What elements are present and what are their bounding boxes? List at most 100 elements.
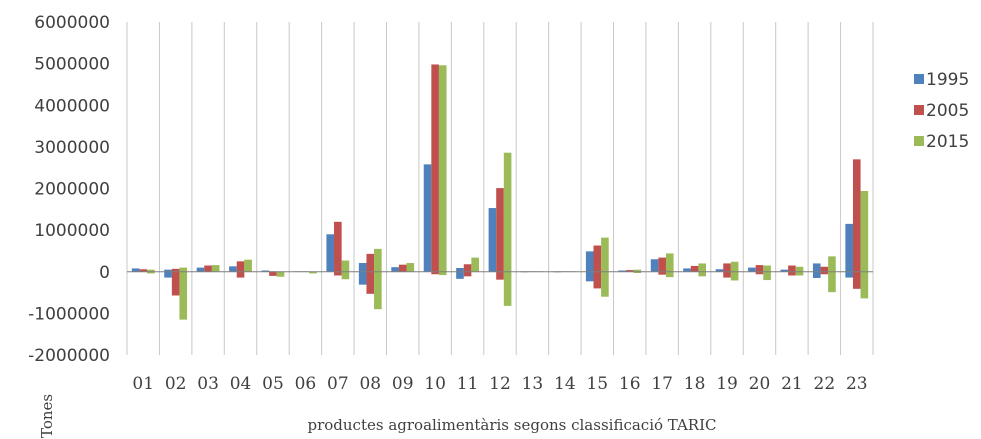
bar-1995-21: [780, 269, 789, 272]
bar-2005-19: [723, 263, 731, 272]
bar-2015-17: [665, 253, 674, 272]
bar-1995-19: [715, 269, 724, 272]
bar-2015-10-negative: [438, 271, 447, 276]
bar-2015-23-negative: [860, 271, 869, 299]
bar-2005-12-negative: [496, 271, 504, 280]
bar-2015-10: [438, 65, 447, 272]
y-tick-label: 2000000: [34, 180, 110, 200]
x-tick-label: 18: [684, 374, 706, 394]
x-tick-label: 09: [392, 374, 414, 394]
bar-1995-18: [683, 268, 691, 272]
bar-2005-10: [431, 64, 439, 272]
bar-1995-08-negative: [358, 271, 367, 285]
bar-2015-07: [341, 260, 350, 272]
bar-2005-07-negative: [334, 271, 342, 276]
x-tick-label: 08: [359, 374, 381, 394]
bar-1995-16: [618, 270, 626, 272]
bar-2015-12-negative: [503, 271, 512, 306]
x-tick-label: 22: [814, 374, 836, 394]
bar-2005-15: [593, 245, 602, 272]
y-tick-label: 6000000: [34, 13, 110, 33]
bar-2015-19-negative: [730, 271, 739, 281]
bar-2015-02-negative: [179, 271, 188, 320]
legend-label-2015: 2015: [926, 132, 969, 152]
bar-2015-23: [860, 191, 869, 272]
x-tick-label: 01: [132, 374, 154, 394]
bar-1995-12: [488, 208, 497, 272]
bar-2005-01: [139, 269, 148, 272]
bar-2015-15: [601, 237, 609, 272]
bar-1995-08: [358, 263, 367, 272]
x-axis-title: productes agroalimentàris segons classif…: [307, 416, 716, 434]
vertical-gridlines: [126, 22, 874, 355]
bar-2015-21: [795, 266, 804, 272]
x-tick-label: 14: [554, 374, 576, 394]
legend-swatch-2005: [914, 105, 924, 115]
bar-2005-17-negative: [658, 271, 666, 275]
bar-2005-22-negative: [820, 271, 829, 275]
y-tick-label: -2000000: [28, 346, 110, 366]
bar-2005-11: [463, 264, 472, 272]
x-tick-label: 06: [295, 374, 317, 394]
bar-2005-16: [625, 270, 634, 272]
legend-label-1995: 1995: [926, 70, 969, 90]
bar-2015-20: [763, 265, 771, 272]
bar-2015-17-negative: [665, 271, 674, 278]
bar-2015-16: [633, 269, 642, 272]
bar-2005-12: [496, 188, 504, 272]
bar-2005-07: [334, 221, 342, 272]
bar-1995-22-negative: [812, 271, 821, 278]
bar-2005-23: [852, 159, 861, 272]
x-tick-label: 04: [230, 374, 252, 394]
x-tick-label: 10: [424, 374, 446, 394]
x-tick-label: 16: [619, 374, 641, 394]
x-tick-label: 05: [262, 374, 284, 394]
bar-1995-20: [748, 267, 756, 272]
bar-2005-08-negative: [366, 271, 375, 294]
x-tick-label: 15: [586, 374, 608, 394]
bar-1995-11-negative: [456, 271, 464, 279]
y-tick-label: 0: [99, 263, 110, 283]
bar-2005-04: [236, 261, 245, 272]
bar-2005-20: [755, 265, 764, 272]
bar-2015-04: [244, 259, 252, 272]
bar-1995-17: [650, 259, 659, 272]
x-tick-label: 17: [651, 374, 673, 394]
bar-2015-08-negative: [374, 271, 382, 310]
bar-1995-22: [812, 263, 821, 272]
x-tick-label: 19: [716, 374, 738, 394]
bar-1995-23: [845, 223, 853, 272]
bar-2015-16-negative: [633, 271, 642, 273]
bar-1995-02-negative: [164, 271, 172, 278]
x-tick-label: 21: [781, 374, 803, 394]
x-tick-label: 11: [457, 374, 479, 394]
bar-1995-07: [326, 234, 335, 272]
x-tick-label: 23: [846, 374, 868, 394]
bar-2015-20-negative: [763, 271, 771, 281]
bar-1995-04: [229, 266, 237, 272]
bar-1995-15-negative: [585, 271, 594, 282]
bar-2015-06-negative: [309, 271, 317, 274]
bar-2015-18-negative: [698, 271, 707, 277]
y-axis-title: Tones: [38, 394, 56, 438]
bar-2005-15-negative: [593, 271, 602, 289]
bar-2005-10-negative: [431, 271, 439, 275]
bar-1995-10: [423, 164, 432, 272]
y-tick-label: 5000000: [34, 55, 110, 75]
bar-2005-21: [788, 265, 796, 272]
bar-2015-05-negative: [276, 271, 285, 277]
bar-1995-15: [585, 251, 594, 272]
x-tick-label: 13: [522, 374, 544, 394]
bar-1995-02: [164, 269, 172, 272]
bar-2015-15-negative: [601, 271, 609, 297]
y-tick-label: 3000000: [34, 138, 110, 158]
y-axis-ticks: 6000000 5000000 4000000 3000000 2000000 10000…: [28, 13, 110, 366]
y-tick-label: 1000000: [34, 221, 110, 241]
bar-2005-02-negative: [171, 271, 180, 296]
bar-2005-05-negative: [269, 271, 277, 276]
y-tick-label: -1000000: [28, 304, 110, 324]
bar-1995-23-negative: [845, 271, 853, 278]
bar-2005-22: [820, 266, 829, 272]
legend: 1995 2005 2015: [914, 70, 969, 152]
